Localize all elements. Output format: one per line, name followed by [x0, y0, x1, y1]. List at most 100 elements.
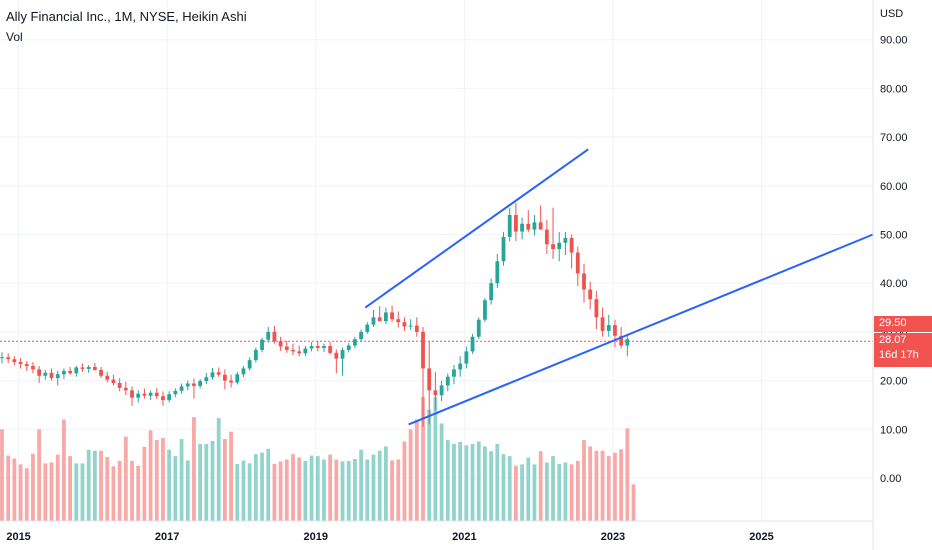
candle-body	[278, 341, 283, 347]
currency-label: USD	[880, 8, 904, 20]
candle-body	[86, 366, 91, 369]
volume-bar	[544, 462, 549, 521]
candle-body	[464, 351, 469, 364]
candle-body	[483, 300, 487, 320]
candle-body	[489, 283, 494, 301]
time-axis[interactable]: 2015 2017 2019 2021 2023 2025	[6, 531, 773, 543]
volume-bar	[476, 441, 481, 521]
volume-bar	[148, 430, 153, 521]
grid-lines	[0, 0, 873, 521]
volume-bar	[501, 454, 506, 521]
volume-bar	[18, 464, 23, 521]
volume-bar	[49, 462, 54, 521]
volume-bar	[452, 443, 456, 521]
volume-bar	[563, 462, 568, 521]
volume-bar	[130, 460, 134, 521]
price-axis[interactable]: 0.0010.0020.0030.0040.0050.0060.0070.008…	[880, 35, 908, 485]
volume-bar	[117, 460, 122, 521]
volume-bar	[470, 443, 475, 521]
trendline	[408, 233, 874, 426]
volume-bar	[322, 459, 326, 521]
candle-body	[37, 369, 42, 376]
price-tag-last: 28.07 16d 17h	[874, 333, 932, 367]
candle-body	[229, 380, 233, 383]
candle-body	[371, 317, 376, 325]
volume-bar	[507, 456, 512, 521]
volume-bar	[260, 452, 264, 521]
volume-bar	[105, 457, 110, 521]
volume-bar	[161, 438, 165, 521]
volume-bar	[414, 419, 419, 521]
candle-body	[43, 372, 48, 376]
candle-body	[105, 375, 110, 380]
candle-body	[18, 362, 23, 365]
candle-body	[185, 383, 190, 387]
volume-bar	[371, 454, 376, 521]
candle-body	[334, 352, 339, 359]
volume-bar	[383, 446, 388, 521]
candle-body	[544, 229, 549, 245]
time-tick-label: 2025	[749, 531, 773, 543]
bar-countdown: 16d 17h	[879, 349, 919, 361]
volume-bar	[179, 439, 184, 521]
candle-body	[247, 360, 252, 369]
volume-bar	[24, 468, 29, 521]
candle-body	[266, 331, 271, 340]
volume-bar	[377, 450, 382, 521]
volume-bar	[588, 446, 593, 521]
volume-bar	[606, 456, 611, 521]
trendlines[interactable]	[364, 148, 874, 426]
candle-body	[55, 374, 60, 379]
candle-body	[538, 222, 543, 230]
volume-bar	[68, 456, 73, 521]
candle-body	[260, 339, 264, 350]
volume-bar	[80, 463, 85, 521]
volume-bar	[315, 456, 320, 521]
volume-bar	[421, 397, 425, 521]
candle-body	[551, 244, 555, 250]
candle-body	[427, 368, 432, 391]
candle-body	[198, 381, 203, 386]
volume-bar	[538, 451, 543, 521]
volume-bar	[390, 460, 394, 521]
volume-bar	[86, 449, 91, 521]
time-tick-label: 2017	[155, 531, 179, 543]
candle-body	[80, 367, 85, 369]
candle-body	[204, 377, 209, 382]
candle-body	[600, 317, 605, 331]
candle-body	[142, 393, 147, 396]
candle-body	[297, 351, 302, 354]
candle-body	[532, 222, 537, 230]
candle-body	[458, 363, 463, 370]
candle-body	[390, 312, 394, 320]
volume-bar	[408, 429, 413, 521]
price-tick-label: 70.00	[880, 132, 908, 144]
volume-bar	[266, 448, 271, 521]
candle-body	[167, 394, 172, 401]
volume-bar	[210, 440, 215, 521]
volume-bar	[92, 450, 97, 521]
candle-body	[588, 289, 593, 300]
volume-bar	[297, 457, 302, 521]
volume-bar	[142, 446, 147, 521]
candle-body	[179, 386, 184, 391]
volume-bar	[123, 436, 128, 521]
candle-body	[495, 261, 500, 284]
time-tick-label: 2021	[452, 531, 476, 543]
candle-body	[563, 237, 568, 243]
candle-body	[396, 319, 401, 323]
candle-body	[130, 390, 134, 398]
volume-bar	[62, 419, 66, 521]
candle-body	[235, 374, 240, 383]
volume-bar	[309, 455, 314, 521]
price-tag-high: 29.50	[874, 316, 932, 332]
candle-body	[433, 390, 438, 396]
volume-bar	[204, 443, 209, 521]
volume-bar	[154, 440, 159, 521]
volume-bar	[594, 450, 599, 521]
volume-bar	[631, 484, 636, 521]
candle-body	[625, 339, 630, 346]
volume-bar	[551, 456, 555, 521]
volume-bar	[402, 441, 407, 521]
